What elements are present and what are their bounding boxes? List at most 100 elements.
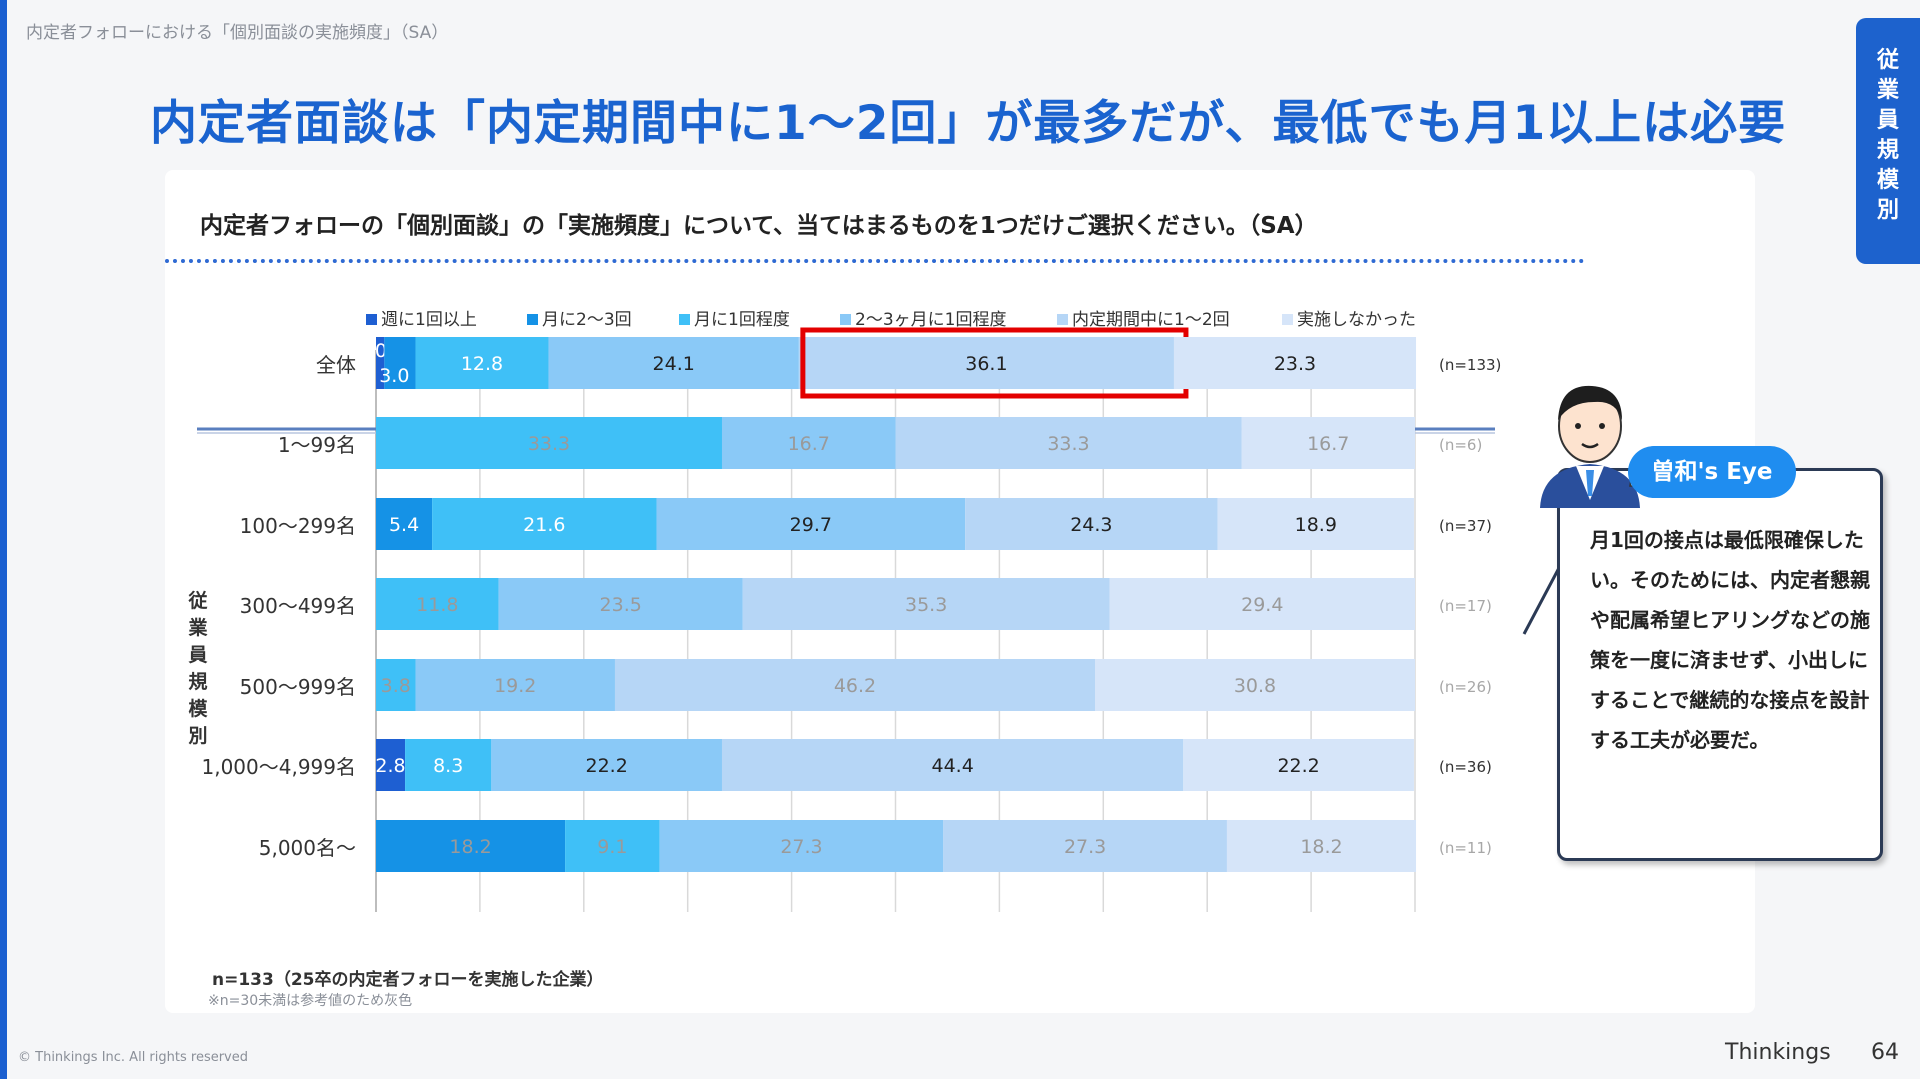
data-label: 11.8: [416, 594, 458, 616]
bar-segment: [498, 578, 743, 630]
data-label: 16.7: [1307, 433, 1349, 455]
bar-segment: [1094, 659, 1415, 711]
data-label: 24.1: [653, 353, 695, 375]
data-label: 23.5: [600, 594, 642, 616]
data-label: 33.3: [1047, 433, 1089, 455]
bar-segment: [742, 578, 1110, 630]
survey-question: 内定者フォローの「個別面談」の「実施頻度」について、当てはまるものを1つだけご選…: [200, 213, 1318, 239]
data-label: 2.8: [375, 755, 405, 777]
row-label: 500〜999名: [240, 675, 356, 699]
row-n-label: (n=6): [1439, 436, 1482, 454]
data-label: 19.2: [494, 675, 536, 697]
legend-label: 月に2〜3回: [542, 310, 632, 330]
side-tab-char: 業: [1876, 78, 1899, 103]
data-label: 35.3: [905, 594, 947, 616]
data-label: 5.4: [389, 514, 419, 536]
group-label-char: 業: [188, 617, 208, 639]
bar-segment: [798, 337, 1174, 389]
legend-item: 月に1回程度: [679, 305, 790, 330]
data-label: 22.2: [1277, 755, 1319, 777]
group-label-employee-size: 従業員規模別: [186, 588, 210, 750]
group-label-char: 員: [188, 644, 208, 666]
bar-segment: [376, 337, 385, 389]
side-tab-char: 員: [1876, 108, 1899, 133]
data-label: 12.8: [461, 353, 503, 375]
bar-segment: [376, 498, 433, 550]
group-label-char: 従: [188, 590, 208, 612]
row-n-label: (n=37): [1439, 517, 1492, 535]
legend-label: 月に1回程度: [694, 310, 790, 330]
bar-segment: [1241, 417, 1415, 469]
data-label: 21.6: [523, 514, 565, 536]
legend-item: 内定期間中に1〜2回: [1057, 305, 1230, 330]
group-label-char: 模: [188, 698, 208, 720]
bar-segment: [721, 739, 1184, 791]
row-label: 300〜499名: [240, 594, 356, 618]
data-label: 18.9: [1295, 514, 1337, 536]
bar-segment: [1226, 820, 1417, 872]
dotted-divider: [165, 259, 1585, 263]
legend-swatch: [1057, 314, 1068, 325]
bar-segment: [432, 498, 657, 550]
bar-segment: [965, 498, 1218, 550]
bar-segment: [1173, 337, 1417, 389]
bar-segment: [614, 659, 1095, 711]
bar-segment: [384, 337, 416, 389]
data-label: 36.1: [965, 353, 1007, 375]
data-label: 33.3: [528, 433, 570, 455]
sample-size-note: n=133（25卒の内定者フォローを実施した企業）: [212, 970, 604, 990]
data-label: 18.2: [449, 836, 491, 858]
legend-swatch: [679, 314, 690, 325]
bar-segment: [415, 337, 549, 389]
bar-segment: [405, 739, 492, 791]
data-label: 18.2: [1300, 836, 1342, 858]
side-tab-char: 規: [1876, 138, 1899, 163]
data-label: 22.2: [586, 755, 628, 777]
side-tab-char: 別: [1876, 198, 1899, 223]
bar-segment: [565, 820, 660, 872]
legend-label: 2〜3ヶ月に1回程度: [855, 310, 1007, 330]
bar-segment: [376, 820, 566, 872]
brand-name: Thinkings: [1725, 1040, 1831, 1065]
eye-badge: 曽和's Eye: [1628, 446, 1796, 498]
legend-item: 週に1回以上: [366, 305, 477, 330]
commentary-text: 月1回の接点は最低限確保したい。そのためには、内定者懇親や配属希望ヒアリングなど…: [1590, 528, 1870, 752]
bar-segment: [1109, 578, 1415, 630]
row-label: 100〜299名: [240, 514, 356, 538]
side-tab-employee-size[interactable]: 従業員規模別: [1856, 18, 1920, 264]
reference-value-note: ※n=30未満は参考値のため灰色: [208, 993, 413, 1009]
bar-segment: [659, 820, 944, 872]
bar-segment: [415, 659, 615, 711]
data-label: 3.8: [381, 675, 411, 697]
data-label: 9.1: [597, 836, 627, 858]
legend-item: 2〜3ヶ月に1回程度: [840, 305, 1006, 330]
data-label: 46.2: [834, 675, 876, 697]
bar-segment: [895, 417, 1242, 469]
row-n-label: (n=36): [1439, 758, 1492, 776]
row-label: 1〜99名: [278, 433, 356, 457]
bar-segment: [721, 417, 896, 469]
legend-swatch: [527, 314, 538, 325]
speech-pointer: [1522, 565, 1562, 635]
data-label: 8.3: [433, 755, 463, 777]
legend-item: 実施しなかった: [1282, 305, 1416, 330]
copyright: © Thinkings Inc. All rights reserved: [18, 1050, 249, 1065]
bar-segment: [376, 578, 499, 630]
row-label: 5,000名〜: [259, 836, 356, 860]
data-label: 29.4: [1241, 594, 1283, 616]
page-number: 64: [1871, 1040, 1899, 1065]
data-label: 44.4: [931, 755, 973, 777]
left-accent-stripe: [0, 0, 7, 1079]
group-label-char: 別: [188, 725, 208, 747]
legend-label: 週に1回以上: [381, 310, 477, 330]
bar-segment: [376, 739, 406, 791]
bar-segment: [376, 659, 416, 711]
row-n-label: (n=26): [1439, 678, 1492, 696]
data-label: 3.0: [379, 365, 409, 387]
commentary-box: [1557, 468, 1883, 861]
bar-segment: [376, 417, 722, 469]
bar-segment: [656, 498, 966, 550]
data-label: 27.3: [780, 836, 822, 858]
data-label: 16.7: [788, 433, 830, 455]
